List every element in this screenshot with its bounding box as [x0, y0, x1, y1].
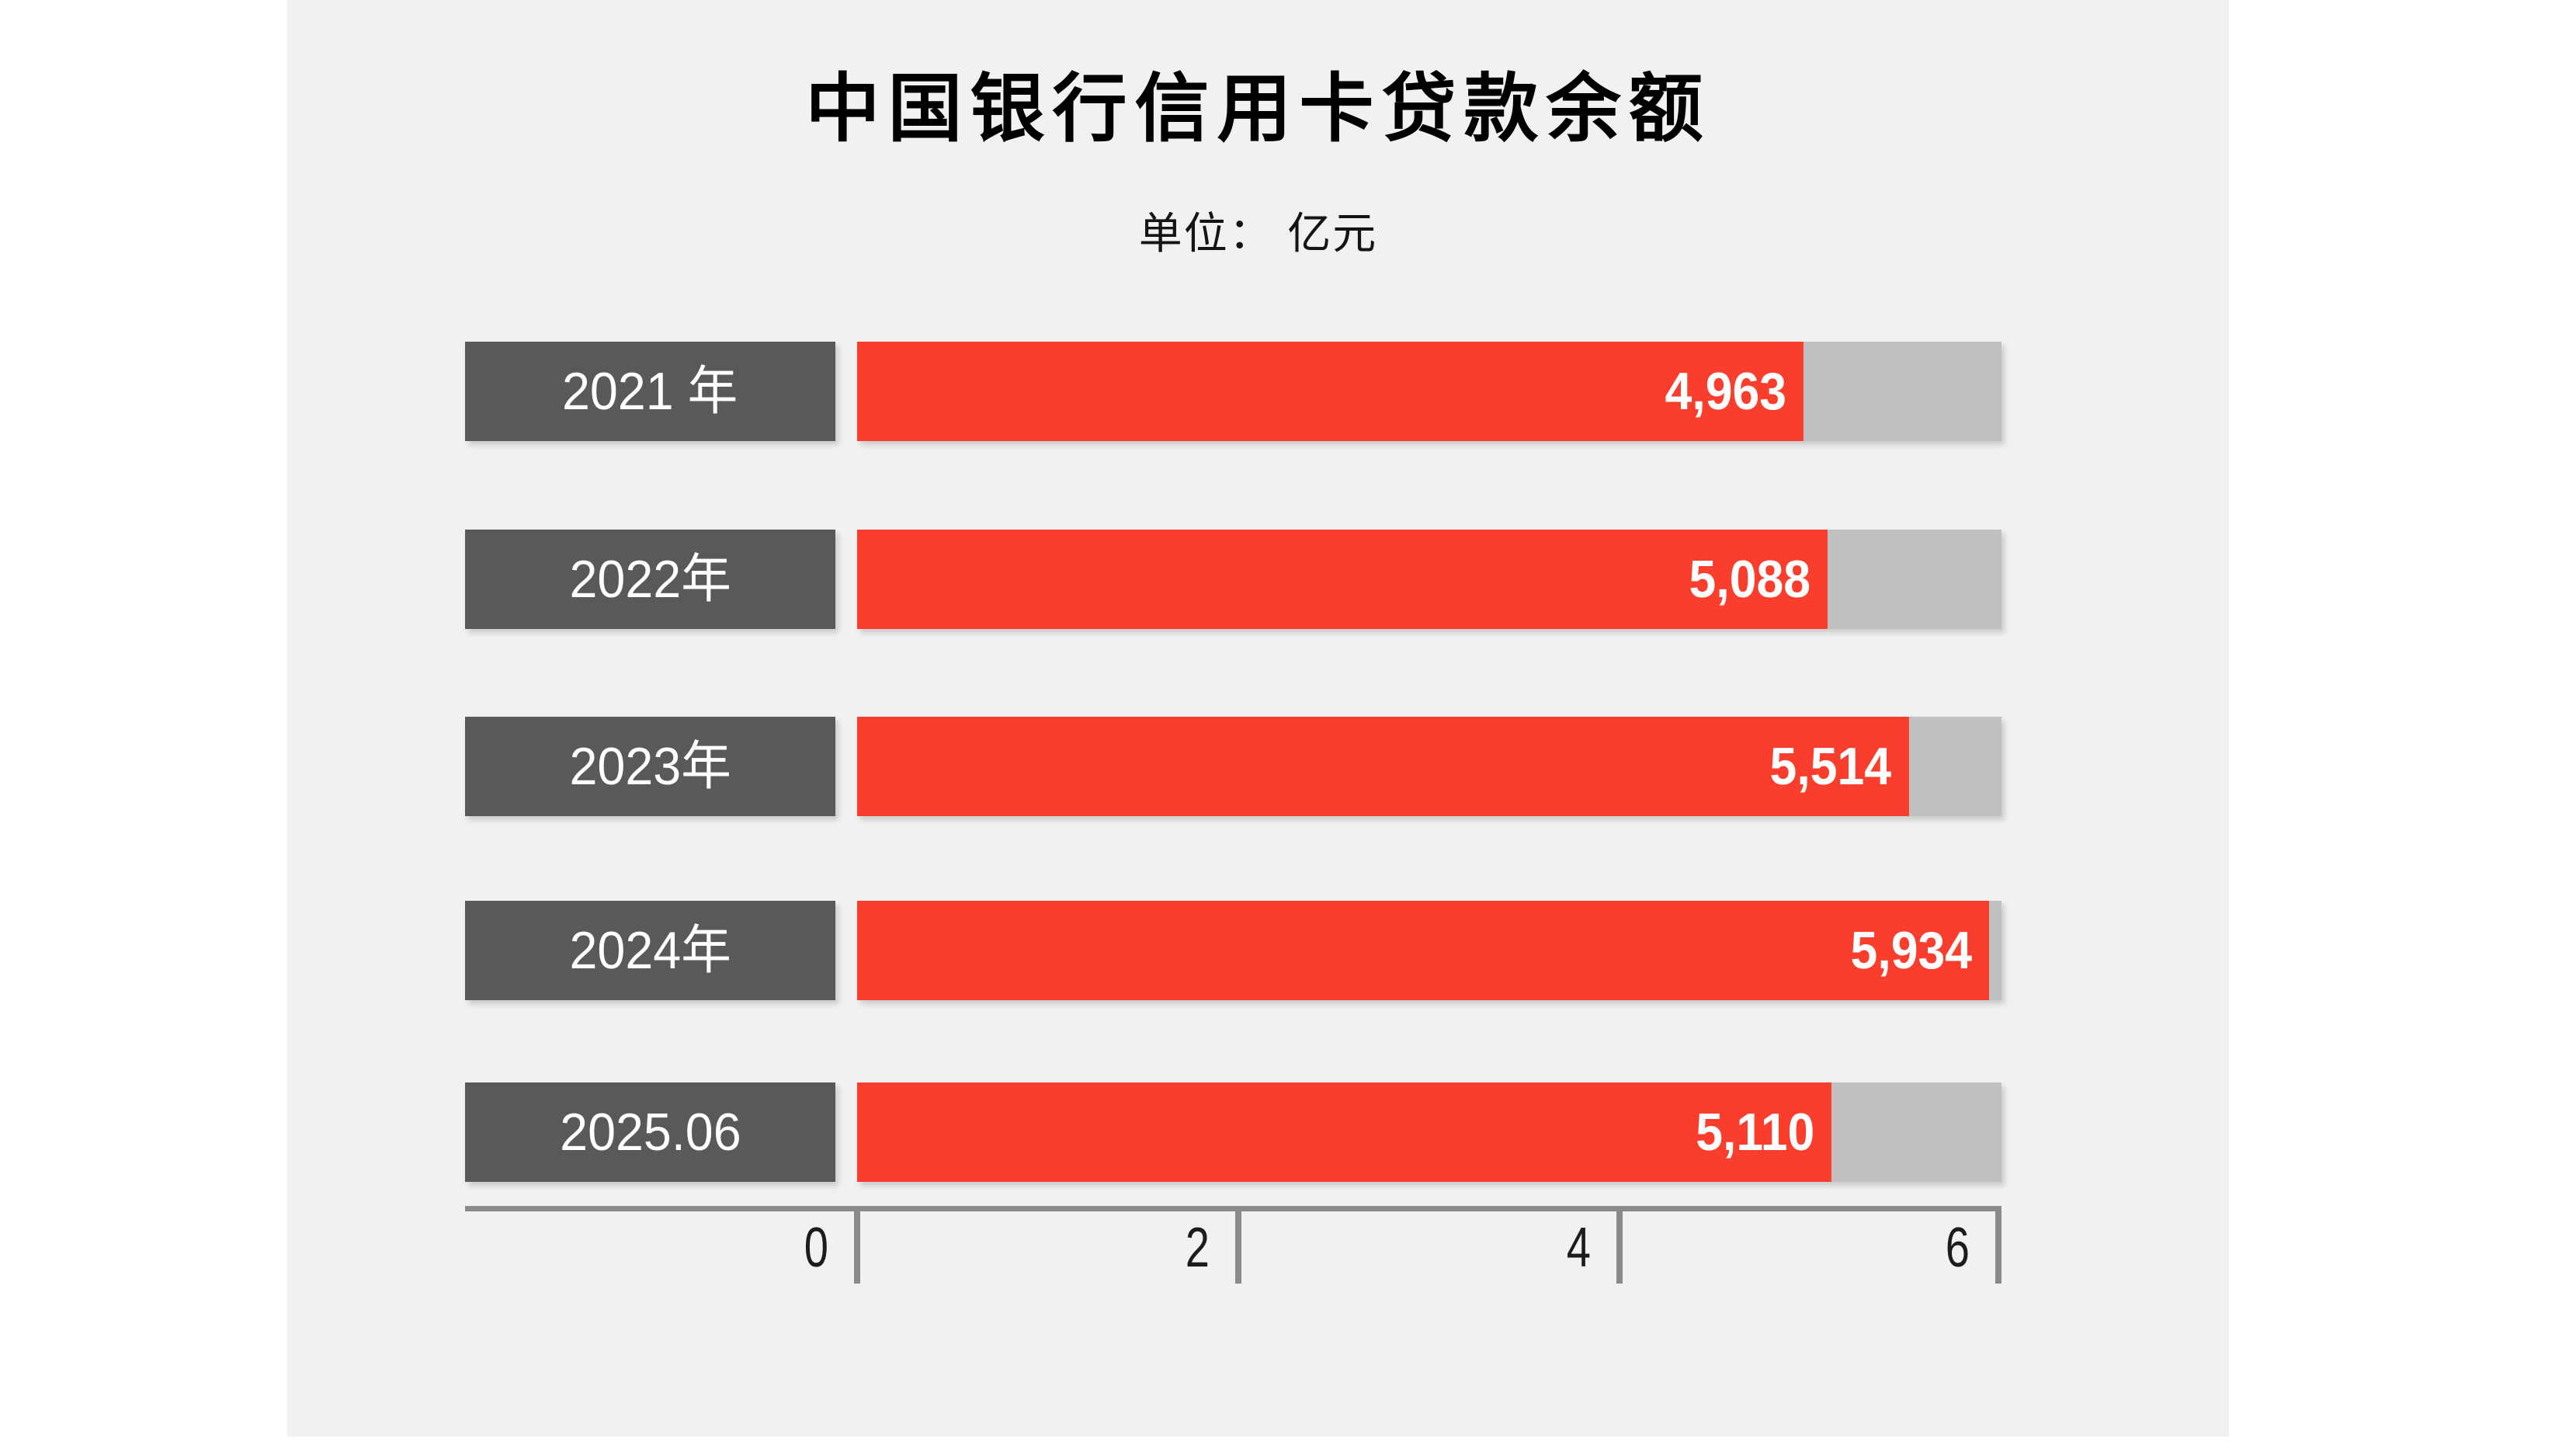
bar-row: 2023年 5,514: [465, 717, 2001, 816]
bar-row: 2022年 5,088: [465, 530, 2001, 629]
x-axis-line: [465, 1206, 2001, 1211]
bar-track: 5,934: [857, 901, 2001, 1000]
x-axis-tick-label: 4: [1566, 1217, 1591, 1279]
bar-row: 2024年 5,934: [465, 901, 2001, 1000]
bar-fill: 5,110: [857, 1082, 1832, 1182]
chart-unit-subtitle: 单位： 亿元: [1138, 209, 1378, 258]
category-label: 2023年: [569, 737, 731, 796]
category-label-box: 2021 年: [465, 342, 835, 441]
x-axis-tick: [854, 1211, 860, 1284]
x-axis-tick-label: 2: [1185, 1217, 1210, 1279]
bar-row: 2025.06 5,110: [465, 1082, 2001, 1182]
bar-value-label: 5,110: [1696, 1103, 1815, 1162]
bar-fill: 5,088: [857, 530, 1828, 629]
bar-value-label: 5,934: [1850, 921, 1972, 980]
bar-track: 5,088: [857, 530, 2001, 629]
x-axis-tick: [1616, 1211, 1623, 1284]
x-axis-tick: [1235, 1211, 1241, 1284]
category-label: 2021 年: [562, 362, 738, 421]
bar-fill: 5,934: [857, 901, 1989, 1000]
x-axis-tick-label: 0: [804, 1217, 828, 1279]
category-label-box: 2024年: [465, 901, 835, 1000]
chart-panel: 中国银行信用卡贷款余额 单位： 亿元 2021 年 4,963 2022年: [287, 0, 2229, 1437]
bar-track: 4,963: [857, 342, 2001, 441]
bar-fill: 4,963: [857, 342, 1804, 441]
category-label: 2025.06: [559, 1103, 741, 1162]
bar-value-label: 5,088: [1689, 550, 1810, 609]
bar-track: 5,514: [857, 717, 2001, 816]
plot-area: 2021 年 4,963 2022年 5,088: [465, 0, 2001, 1437]
x-axis-tick-label: 6: [1945, 1217, 1970, 1279]
bar-value-label: 5,514: [1769, 737, 1892, 796]
chart-title: 中国银行信用卡贷款余额: [805, 68, 1711, 151]
x-axis-tick: [1995, 1211, 2001, 1284]
category-label: 2024年: [569, 921, 731, 980]
category-label-box: 2023年: [465, 717, 835, 816]
category-label-box: 2025.06: [465, 1082, 835, 1182]
bar-track: 5,110: [857, 1082, 2001, 1182]
bar-value-label: 4,963: [1665, 362, 1787, 421]
category-label: 2022年: [569, 550, 731, 609]
bar-row: 2021 年 4,963: [465, 342, 2001, 441]
bar-fill: 5,514: [857, 717, 1909, 816]
category-label-box: 2022年: [465, 530, 835, 629]
x-axis: 0 2 4 6: [465, 1206, 2001, 1291]
